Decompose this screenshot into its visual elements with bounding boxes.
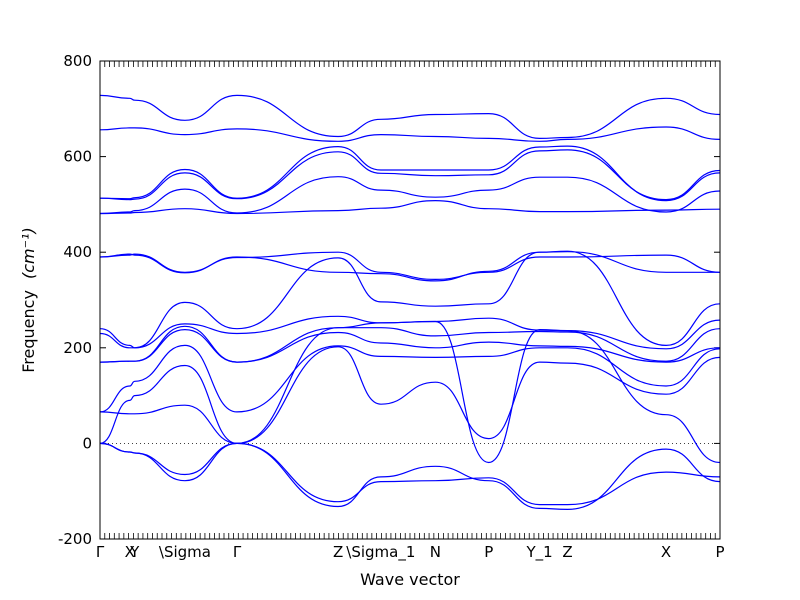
y-axis-label: Frequency (cm⁻¹)	[19, 227, 38, 372]
x-axis-label: Wave vector	[360, 570, 460, 589]
dispersion-branch-4	[99, 176, 721, 215]
x-tick-label: Γ	[233, 543, 242, 561]
x-tick-label: Y_1	[525, 543, 552, 562]
x-tick-label: X	[661, 543, 671, 561]
dispersion-branch-7	[99, 251, 721, 281]
plot-frame	[99, 60, 721, 540]
dispersion-branch-2	[99, 145, 721, 202]
dispersion-curves	[99, 94, 721, 511]
y-axis-label-group: Frequency (cm⁻¹)	[19, 227, 38, 372]
x-tick-label: \Sigma	[159, 543, 211, 561]
y-tick-labels: -200 0 200 400 600 800	[58, 52, 92, 548]
y-tick-label: 0	[82, 434, 92, 452]
x-tick-label: P	[715, 543, 724, 561]
dispersion-branch-5	[99, 199, 721, 215]
y-tick-label: 600	[63, 148, 92, 166]
y-axis-label-text: Frequency	[19, 290, 38, 373]
y-tick-label: 400	[63, 243, 92, 261]
x-tick-label: Y	[129, 543, 140, 561]
x-tick-label: X	[125, 543, 135, 561]
dispersion-branch-1	[99, 126, 721, 142]
dispersion-branch-15	[99, 442, 721, 506]
dispersion-branch-11	[99, 328, 721, 363]
x-tick-label: N	[430, 543, 441, 561]
x-tick-label: P	[484, 543, 493, 561]
dispersion-branch-13	[99, 346, 721, 445]
dispersion-branch-12	[99, 344, 721, 413]
x-tick-label: \Sigma_1	[346, 543, 415, 562]
x-tick-labels: Γ XY \Sigma Γ Z \Sigma_1 N P Y_1 Z X P	[96, 543, 725, 562]
x-tick-label: Z	[333, 543, 343, 561]
dispersion-branch-0	[99, 94, 721, 140]
dispersion-branch-14	[99, 320, 721, 464]
y-tick-label: 200	[63, 339, 92, 357]
y-tick-label: 800	[63, 52, 92, 70]
x-tick-label: Γ	[96, 543, 105, 561]
dispersion-branch-8	[99, 250, 721, 349]
dispersion-branch-3	[99, 149, 721, 201]
dispersion-branch-16	[99, 442, 721, 511]
tick-marks	[99, 60, 721, 540]
y-axis-label-unit: (cm⁻¹)	[19, 227, 38, 279]
y-tick-label: -200	[58, 530, 92, 548]
x-tick-label: Z	[562, 543, 572, 561]
